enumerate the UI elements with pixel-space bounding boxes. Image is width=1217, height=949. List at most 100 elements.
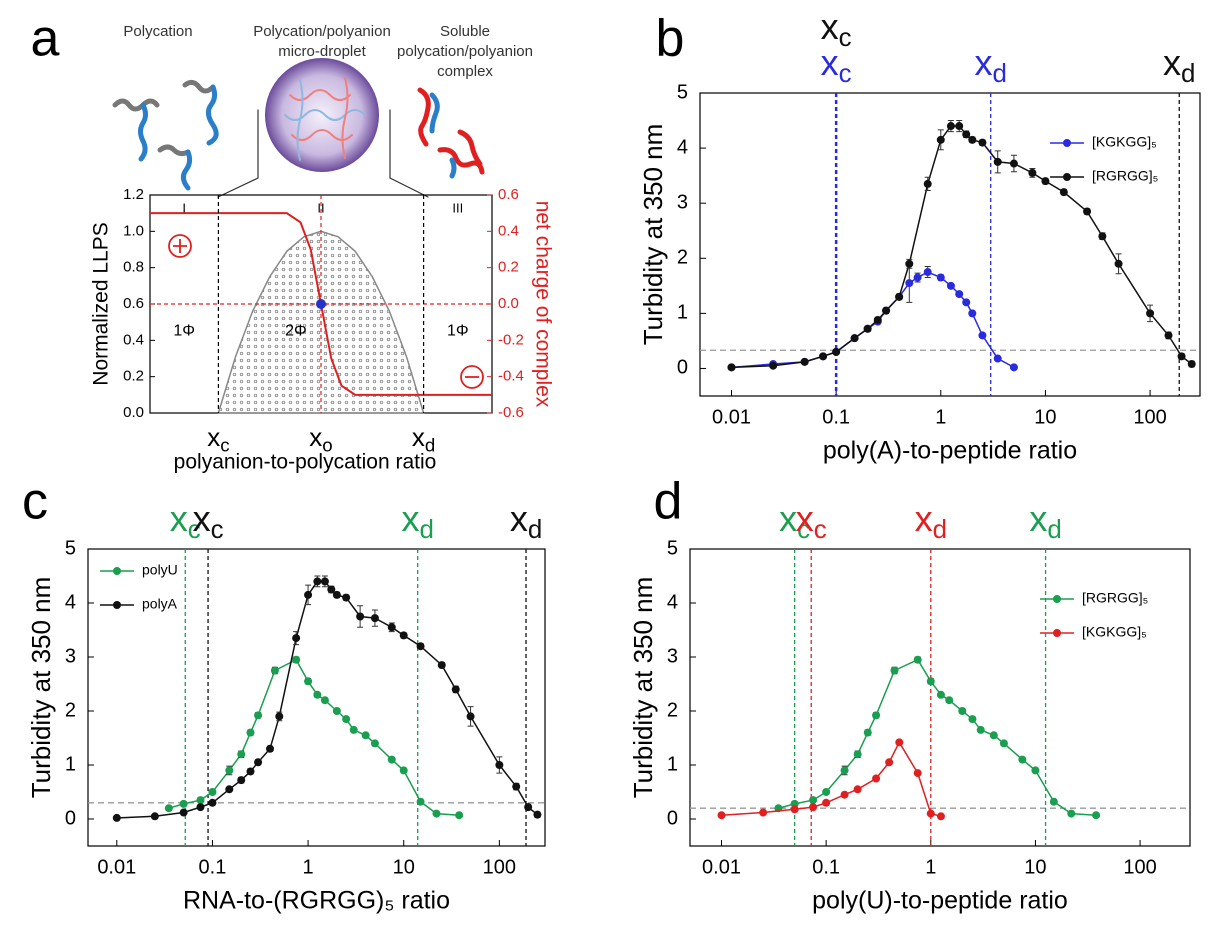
x-tick-label: 1 <box>935 406 946 428</box>
x-axis-label: polyanion-to-polycation ratio <box>174 451 437 474</box>
data-point <box>769 361 778 370</box>
data-point <box>1164 331 1173 340</box>
x-marker-label: xd <box>412 422 435 455</box>
x-marker-label: xd <box>401 498 433 544</box>
y-tick-label: 4 <box>677 136 688 158</box>
y-tick-label: 5 <box>65 537 76 559</box>
x-tick-label: 0.1 <box>822 406 850 428</box>
x-marker-label: xo <box>309 422 332 455</box>
data-point <box>164 804 173 813</box>
data-point <box>332 590 341 599</box>
data-point <box>968 309 977 318</box>
data-point <box>822 798 831 807</box>
y-tick-label: 1.0 <box>123 222 144 239</box>
data-point <box>873 315 882 324</box>
data-point <box>936 812 945 821</box>
y-axis-label: Turbidity at 350 nm <box>26 577 56 799</box>
data-point <box>179 808 188 817</box>
x-marker-label: xc <box>207 422 229 455</box>
data-point <box>819 352 828 361</box>
data-point <box>342 593 351 602</box>
legend-label: [RGRGG]₅ <box>1082 590 1148 606</box>
legend-label: polyA <box>142 596 178 612</box>
label-base: x <box>796 498 814 539</box>
data-point <box>246 728 255 737</box>
data-point <box>727 363 736 372</box>
data-point <box>416 797 425 806</box>
legend-marker <box>113 601 121 609</box>
x-marker-label: xc <box>796 498 827 544</box>
data-point <box>809 803 818 812</box>
y-axis-label: Turbidity at 350 nm <box>628 577 658 799</box>
data-point <box>150 812 159 821</box>
label-sub: d <box>993 60 1007 88</box>
data-point <box>926 677 935 686</box>
data-point <box>955 290 964 299</box>
data-point <box>495 761 504 769</box>
panel-letter: b <box>656 10 685 68</box>
x-marker-label: xd <box>915 498 947 544</box>
y-tick-label: 3 <box>667 645 678 667</box>
data-point <box>237 750 246 759</box>
data-point <box>936 273 945 282</box>
data-point <box>895 292 904 301</box>
data-point <box>208 798 217 807</box>
series-line <box>721 740 942 818</box>
x-tick-label: 0.1 <box>199 856 227 878</box>
legend-label: [RGRGG]₅ <box>1092 168 1158 184</box>
legend-marker <box>113 567 121 575</box>
label-sub: d <box>528 516 542 544</box>
x-axis-label: RNA-to-(RGRGG)₅ ratio <box>183 887 450 915</box>
data-point <box>913 769 922 778</box>
label-base: x <box>193 498 211 539</box>
label-sub: d <box>419 516 433 544</box>
data-point <box>196 803 205 812</box>
label-base: x <box>975 42 993 83</box>
data-point <box>1092 811 1101 820</box>
data-point <box>225 766 234 775</box>
y-tick-label: 0.0 <box>123 404 144 421</box>
x-marker-label: xd <box>1163 42 1195 88</box>
data-point <box>989 731 998 740</box>
plot-frame <box>87 548 546 847</box>
region-label: I <box>182 200 186 215</box>
x-tick-label: 100 <box>483 856 516 878</box>
label-sub: c <box>188 516 201 544</box>
data-point <box>254 711 263 720</box>
label-base: x <box>821 42 839 83</box>
data-point <box>432 809 441 818</box>
label-base: x <box>170 498 188 539</box>
panel-letter: d <box>654 473 683 531</box>
y-tick-label: 1 <box>667 753 678 775</box>
data-point <box>905 279 914 288</box>
label-base: x <box>1163 42 1181 83</box>
schematic-label: micro-droplet <box>278 43 366 60</box>
label-base: x <box>779 498 797 539</box>
data-point <box>237 776 246 785</box>
legend-marker <box>1053 629 1061 637</box>
data-point <box>270 666 279 675</box>
data-point <box>304 590 313 599</box>
phase-label: 1Φ <box>173 322 195 339</box>
series-line <box>731 125 1193 369</box>
data-point <box>978 331 987 340</box>
y-tick-label: 0 <box>65 807 76 829</box>
label-sub: c <box>211 516 224 544</box>
y-tick-label: 1 <box>65 753 76 775</box>
data-point <box>1187 360 1196 369</box>
x-marker-label: xc <box>170 498 201 544</box>
data-point <box>913 273 922 282</box>
x-tick-label: 0.01 <box>702 856 741 878</box>
x-tick-label: 10 <box>1024 856 1046 878</box>
label-sub: c <box>839 24 852 52</box>
data-point <box>1018 755 1027 764</box>
data-point <box>946 281 955 290</box>
data-point <box>955 122 964 131</box>
data-point <box>266 744 275 753</box>
data-point <box>320 696 329 705</box>
data-point <box>451 685 460 694</box>
data-point <box>913 655 922 664</box>
x-tick-label: 10 <box>393 856 415 878</box>
label-sub: o <box>322 434 332 455</box>
data-point <box>890 666 899 675</box>
